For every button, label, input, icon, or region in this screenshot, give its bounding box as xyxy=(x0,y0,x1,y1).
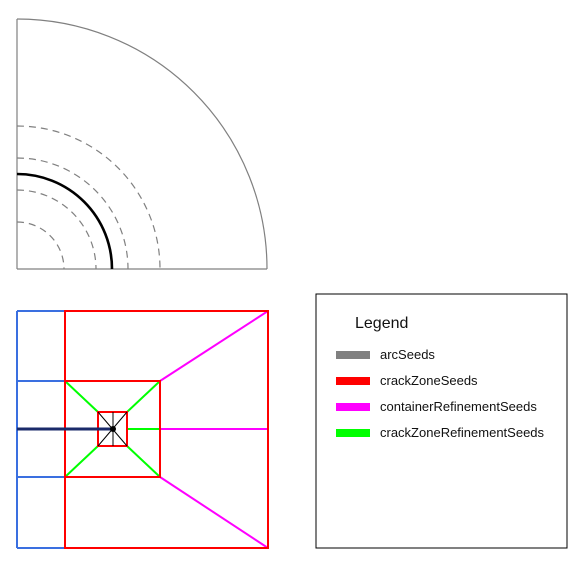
seed-mesh-panel xyxy=(16,310,269,549)
crack-front-arc xyxy=(16,172,114,270)
dashed-arc-mid-inner xyxy=(16,189,97,270)
legend-label: crackZoneSeeds xyxy=(380,373,478,388)
crack-tip xyxy=(110,426,116,432)
legend-swatch-container-refinement-seeds xyxy=(336,403,370,411)
dashed-arc-mid-outer xyxy=(16,157,129,270)
legend-swatch-crack-zone-refinement-seeds xyxy=(336,429,370,437)
legend-title: Legend xyxy=(355,315,408,332)
legend-label: containerRefinementSeeds xyxy=(380,399,537,414)
dashed-arc-outer xyxy=(16,125,161,270)
legend-swatch-crack-zone-seeds xyxy=(336,377,370,385)
legend-item: crackZoneRefinementSeeds xyxy=(336,425,545,440)
outer-arc xyxy=(16,18,268,270)
legend-label: arcSeeds xyxy=(380,347,435,362)
legend-swatch-arc-seeds xyxy=(336,351,370,359)
legend-label: crackZoneRefinementSeeds xyxy=(380,425,545,440)
legend-item: arcSeeds xyxy=(336,347,435,362)
legend-item: crackZoneSeeds xyxy=(336,373,478,388)
legend-item: containerRefinementSeeds xyxy=(336,399,537,414)
quarter-circle-panel xyxy=(16,18,268,270)
dashed-arc-inner xyxy=(16,221,65,270)
legend-frame xyxy=(315,293,568,549)
legend: Legend arcSeeds crackZoneSeeds container… xyxy=(315,293,568,549)
